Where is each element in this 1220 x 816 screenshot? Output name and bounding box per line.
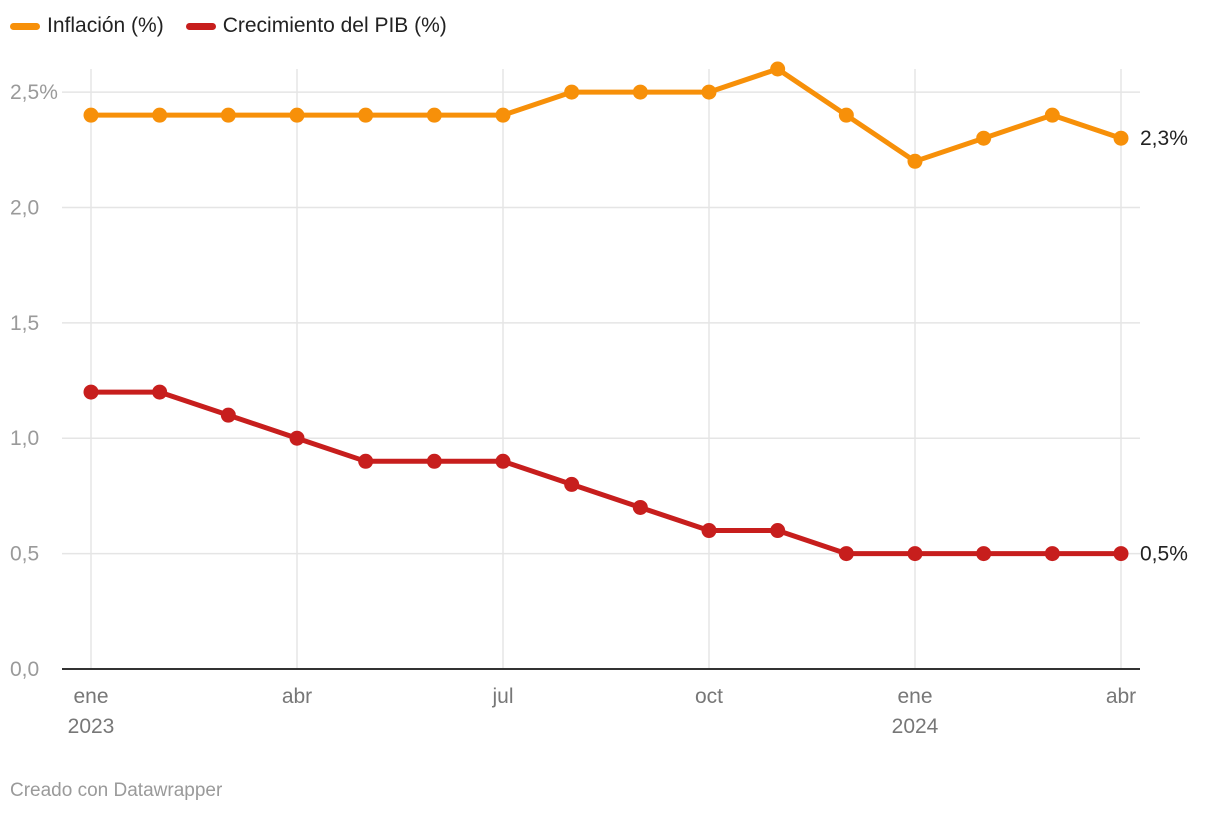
y-tick-label: 0,0: [10, 658, 39, 681]
y-tick-label: 1,5: [10, 312, 39, 335]
x-tick-year-label: 2023: [68, 715, 115, 738]
series-0-point: [907, 153, 923, 169]
series-1-point: [564, 476, 580, 492]
series-1-point: [220, 407, 236, 423]
series-1-point: [1044, 546, 1060, 562]
series-1-point: [838, 546, 854, 562]
series-1-point: [770, 523, 786, 539]
series-0-point: [220, 107, 236, 123]
series-1-point: [83, 384, 99, 400]
series-0-point: [152, 107, 168, 123]
series-0-point: [770, 61, 786, 77]
series-line-0: [88, 66, 1124, 164]
series-0-point: [632, 84, 648, 100]
series-1-point: [976, 546, 992, 562]
series-0-point: [564, 84, 580, 100]
legend-item-inflacion: Inflación (%): [10, 14, 164, 38]
y-tick-label: 1,0: [10, 427, 39, 450]
legend: Inflación (%) Crecimiento del PIB (%): [10, 14, 447, 38]
x-tick-year-label: 2024: [892, 715, 939, 738]
series-1-point: [152, 384, 168, 400]
series-1-point: [289, 430, 305, 446]
legend-item-pib: Crecimiento del PIB (%): [185, 14, 447, 38]
series-0-point: [495, 107, 511, 123]
series-1-point: [632, 499, 648, 515]
series-0-point: [1113, 130, 1129, 146]
x-tick-label: ene: [73, 685, 108, 708]
series-0-point: [83, 107, 99, 123]
series-1-end-label: 0,5%: [1140, 543, 1188, 566]
x-tick-label: abr: [1106, 685, 1136, 708]
credit-text: Creado con Datawrapper: [10, 780, 223, 801]
x-tick-label: jul: [491, 685, 513, 708]
legend-swatch-pib: [185, 22, 216, 30]
series-1-point: [358, 453, 374, 469]
series-0-end-label: 2,3%: [1140, 127, 1188, 150]
y-tick-label: 2,0: [10, 196, 39, 219]
y-tick-label: 2,5%: [10, 81, 58, 104]
x-tick-label: ene: [897, 685, 932, 708]
series-1-point: [426, 453, 442, 469]
series-0-point: [426, 107, 442, 123]
series-1-point: [495, 453, 511, 469]
series-0-point: [289, 107, 305, 123]
series-0-point: [1044, 107, 1060, 123]
x-tick-label: abr: [282, 685, 312, 708]
series-0-point: [358, 107, 374, 123]
legend-label-inflacion: Inflación (%): [47, 14, 164, 37]
series-0-point: [701, 84, 717, 100]
series-line-1: [88, 389, 1124, 557]
legend-swatch-inflacion: [10, 22, 40, 30]
series-0-point: [976, 130, 992, 146]
series-1-point: [701, 523, 717, 539]
legend-label-pib: Crecimiento del PIB (%): [222, 14, 447, 37]
series-1-point: [907, 546, 923, 562]
series-0-point: [838, 107, 854, 123]
series-1-point: [1113, 546, 1129, 562]
y-tick-label: 0,5: [10, 543, 39, 566]
x-tick-label: oct: [695, 685, 723, 708]
